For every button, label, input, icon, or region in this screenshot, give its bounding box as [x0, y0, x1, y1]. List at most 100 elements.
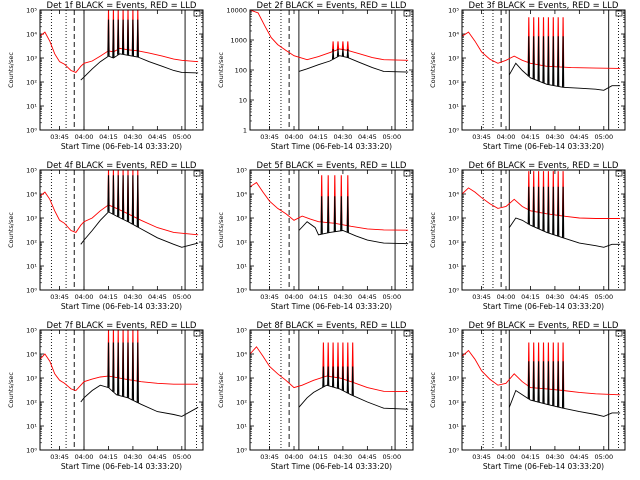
panel-det-1: Det 1f BLACK = Events, RED = LLD Counts/s… [7, 1, 204, 151]
y-tick-label: 10⁴ [448, 31, 459, 39]
y-tick-label: 10¹ [26, 423, 37, 431]
series-spike-events [532, 36, 535, 80]
series-spike-events [131, 342, 135, 401]
y-tick-label: 1 [243, 127, 247, 135]
y-tick-label: 10³ [26, 375, 37, 383]
y-tick-label: 10⁵ [26, 7, 37, 15]
x-tick-label: 04:00 [497, 133, 516, 141]
x-tick-label: 05:00 [382, 293, 401, 301]
series-spike-lld [346, 41, 349, 51]
y-axis-label: Counts/sec [217, 52, 225, 88]
x-tick-label: 04:15 [99, 453, 118, 461]
series-line-lld [250, 10, 409, 61]
series-line-lld [40, 31, 199, 73]
y-tick-label: 10³ [236, 375, 247, 383]
corner-box [403, 330, 411, 337]
corner-box [193, 170, 201, 177]
x-tick-label: 04:30 [334, 293, 353, 301]
y-axis-label: Counts/sec [7, 212, 15, 248]
series-spike-events [112, 342, 115, 392]
series-spike-lld [336, 41, 340, 50]
panel-det-4: Det 4f BLACK = Events, RED = LLD Counts/s… [7, 161, 204, 311]
series-line-events [80, 384, 199, 417]
series-spike-events [527, 186, 530, 225]
x-axis-label: Start Time (06-Feb-14 03:33:20) [61, 462, 182, 471]
y-tick-label: 10⁵ [448, 7, 459, 15]
series-spike-events [542, 361, 545, 404]
x-tick-label: 04:15 [521, 293, 540, 301]
x-tick-label: 03:45 [50, 293, 69, 301]
x-tick-label: 04:45 [358, 293, 377, 301]
panel-title: Det 1f BLACK = Events, RED = LLD [47, 1, 197, 11]
series-line-lld [250, 346, 409, 393]
x-tick-label: 04:45 [570, 453, 589, 461]
y-tick-label: 10⁴ [236, 351, 247, 359]
y-axis-label: Counts/sec [429, 372, 437, 408]
x-tick-label: 05:00 [172, 133, 191, 141]
x-axis-label: Start Time (06-Feb-14 03:33:20) [61, 142, 182, 151]
y-tick-label: 10² [26, 79, 37, 87]
series-spike-events [341, 48, 345, 57]
x-tick-label: 04:00 [497, 293, 516, 301]
x-tick-label: 04:30 [124, 293, 143, 301]
y-axis-label: Counts/sec [7, 52, 15, 88]
y-tick-label: 10² [448, 79, 459, 87]
series-spike-events [117, 342, 120, 396]
y-tick-label: 10000 [226, 7, 247, 15]
x-axis-label: Start Time (06-Feb-14 03:33:20) [271, 302, 392, 311]
panel-title: Det 6f BLACK = Events, RED = LLD [469, 161, 619, 171]
y-tick-label: 10³ [26, 215, 37, 223]
series-spike-events [351, 366, 354, 396]
x-tick-label: 04:45 [148, 133, 167, 141]
y-tick-label: 10¹ [448, 423, 459, 431]
x-tick-label: 04:00 [285, 453, 304, 461]
y-axis-label: Counts/sec [7, 372, 15, 408]
series-spike-events [561, 186, 565, 238]
plot-frame [249, 9, 414, 131]
series-spike-events [331, 366, 335, 388]
x-tick-label: 04:00 [75, 293, 94, 301]
series-spike-events [542, 186, 545, 232]
y-tick-label: 10³ [236, 215, 247, 223]
x-tick-label: 03:45 [50, 133, 69, 141]
plot-frame [39, 169, 204, 291]
x-tick-label: 04:15 [99, 293, 118, 301]
series-spike-events [126, 342, 130, 398]
y-tick-label: 10² [26, 399, 37, 407]
series-line-events [508, 217, 621, 248]
y-tick-label: 10⁴ [26, 351, 37, 359]
y-tick-label: 10² [236, 399, 247, 407]
panel-title: Det 3f BLACK = Events, RED = LLD [469, 1, 619, 11]
panel-title: Det 5f BLACK = Events, RED = LLD [257, 161, 407, 171]
corner-box [403, 10, 411, 17]
x-tick-label: 04:15 [309, 453, 328, 461]
series-spike-events [121, 19, 125, 55]
y-tick-label: 10¹ [448, 103, 459, 111]
series-spike-events [557, 36, 560, 87]
y-tick-label: 10¹ [26, 263, 37, 271]
series-spike-events [346, 366, 349, 394]
series-spike-events [136, 342, 139, 403]
x-axis-label: Start Time (06-Feb-14 03:33:20) [483, 462, 604, 471]
series-spike-lld [336, 342, 340, 378]
plot-frame [461, 9, 626, 131]
x-tick-label: 04:15 [99, 133, 118, 141]
x-tick-label: 04:45 [358, 453, 377, 461]
panel-det-2: Det 2f BLACK = Events, RED = LLD Counts/s… [217, 1, 414, 151]
series-spike-events [346, 48, 349, 58]
series-spike-events [126, 175, 130, 222]
x-tick-label: 04:30 [546, 293, 565, 301]
x-tick-label: 04:15 [521, 133, 540, 141]
corner-box [615, 330, 623, 337]
plot-frame [39, 9, 204, 131]
y-tick-label: 10⁰ [448, 127, 459, 135]
series-spike-events [121, 175, 125, 220]
series-spike-events [537, 36, 540, 82]
series-spike-events [131, 19, 135, 57]
x-tick-label: 03:45 [260, 293, 279, 301]
series-spike-events [322, 366, 325, 388]
y-tick-label: 10⁴ [448, 351, 459, 359]
panel-det-6: Det 6f BLACK = Events, RED = LLD Counts/s… [429, 161, 626, 311]
series-spike-events [327, 196, 330, 233]
